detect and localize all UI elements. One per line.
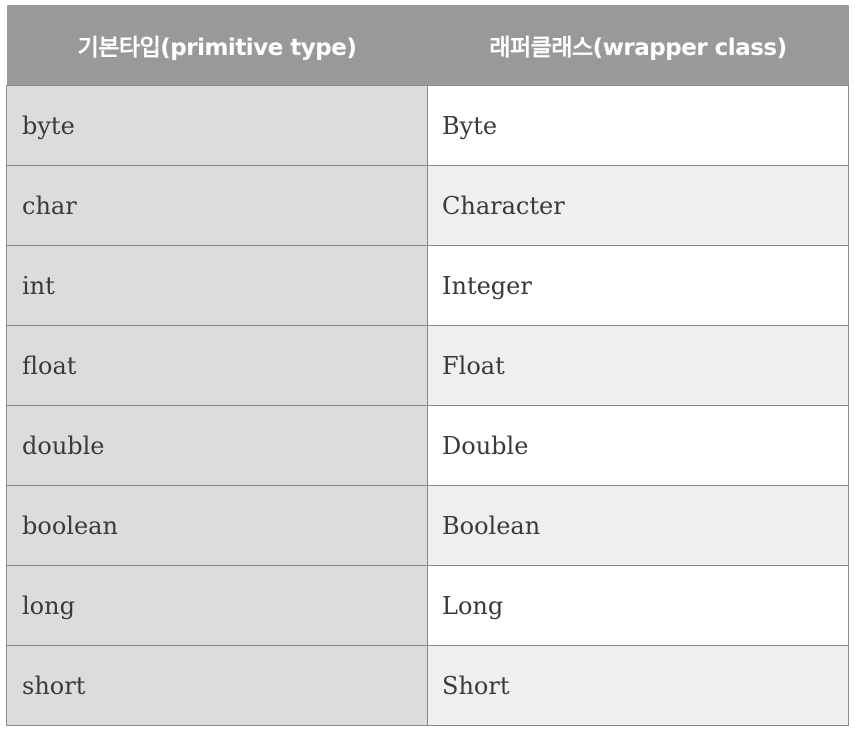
primitive-cell: int	[6, 245, 428, 326]
table-row: double Double	[6, 405, 849, 486]
wrapper-cell: Boolean	[427, 485, 849, 566]
wrapper-cell: Character	[427, 165, 849, 246]
type-table-container: 기본타입(primitive type) 래퍼클래스(wrapper class…	[6, 5, 849, 726]
table-row: short Short	[6, 645, 849, 726]
primitive-cell: boolean	[6, 485, 428, 566]
table-row: int Integer	[6, 245, 849, 326]
header-wrapper-class: 래퍼클래스(wrapper class)	[427, 5, 849, 86]
primitive-cell: short	[6, 645, 428, 726]
primitive-cell: long	[6, 565, 428, 646]
table-row: char Character	[6, 165, 849, 246]
wrapper-cell: Byte	[427, 85, 849, 166]
table-row: float Float	[6, 325, 849, 406]
primitive-wrapper-table: 기본타입(primitive type) 래퍼클래스(wrapper class…	[6, 5, 849, 726]
table-row: byte Byte	[6, 85, 849, 166]
table-header-row: 기본타입(primitive type) 래퍼클래스(wrapper class…	[6, 5, 849, 86]
primitive-cell: float	[6, 325, 428, 406]
wrapper-cell: Float	[427, 325, 849, 406]
wrapper-cell: Short	[427, 645, 849, 726]
wrapper-cell: Double	[427, 405, 849, 486]
table-row: long Long	[6, 565, 849, 646]
wrapper-cell: Integer	[427, 245, 849, 326]
primitive-cell: double	[6, 405, 428, 486]
header-primitive-type: 기본타입(primitive type)	[6, 5, 428, 86]
primitive-cell: char	[6, 165, 428, 246]
table-row: boolean Boolean	[6, 485, 849, 566]
wrapper-cell: Long	[427, 565, 849, 646]
primitive-cell: byte	[6, 85, 428, 166]
